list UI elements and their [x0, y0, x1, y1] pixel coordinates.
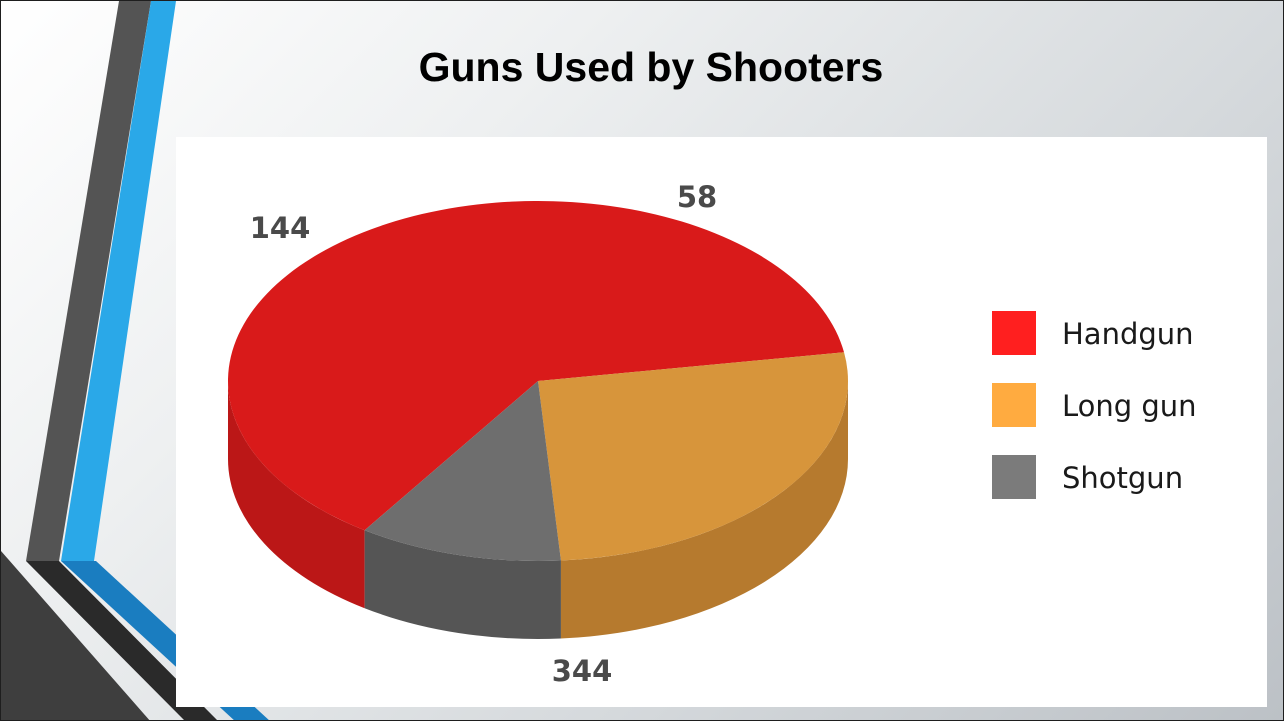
legend-swatch-long-gun — [992, 383, 1036, 427]
decor-black-stripe — [26, 561, 218, 720]
data-label-long-gun: 144 — [250, 211, 311, 245]
legend-label-long-gun: Long gun — [1062, 389, 1197, 423]
data-labels: 344 144 58 — [250, 180, 717, 688]
pie-side-shotgun — [364, 530, 561, 639]
decor-gray-stripe — [26, 1, 151, 561]
pie-side-handgun — [228, 381, 365, 609]
legend-label-shotgun: Shotgun — [1062, 461, 1183, 495]
data-label-shotgun: 58 — [677, 180, 717, 214]
pie-slice-handgun — [227, 200, 845, 531]
decor-dark-diagonal — [1, 551, 150, 720]
pie-side-long-gun — [560, 381, 848, 639]
legend-swatch-shotgun — [992, 455, 1036, 499]
data-label-handgun: 344 — [552, 654, 613, 688]
legend-swatch-handgun — [992, 311, 1036, 355]
pie-group — [227, 200, 848, 639]
legend: Handgun Long gun Shotgun — [992, 311, 1197, 499]
chart-panel: 344 144 58 Handgun Long gun Shotgun — [176, 137, 1267, 707]
pie-slice-shotgun — [364, 381, 561, 561]
pie-slice-long-gun — [538, 352, 848, 561]
pie-chart: 344 144 58 Handgun Long gun Shotgun — [227, 180, 1197, 688]
slide-title: Guns Used by Shooters — [418, 44, 884, 90]
legend-label-handgun: Handgun — [1062, 317, 1194, 351]
decor-blue-stripe — [61, 1, 176, 561]
